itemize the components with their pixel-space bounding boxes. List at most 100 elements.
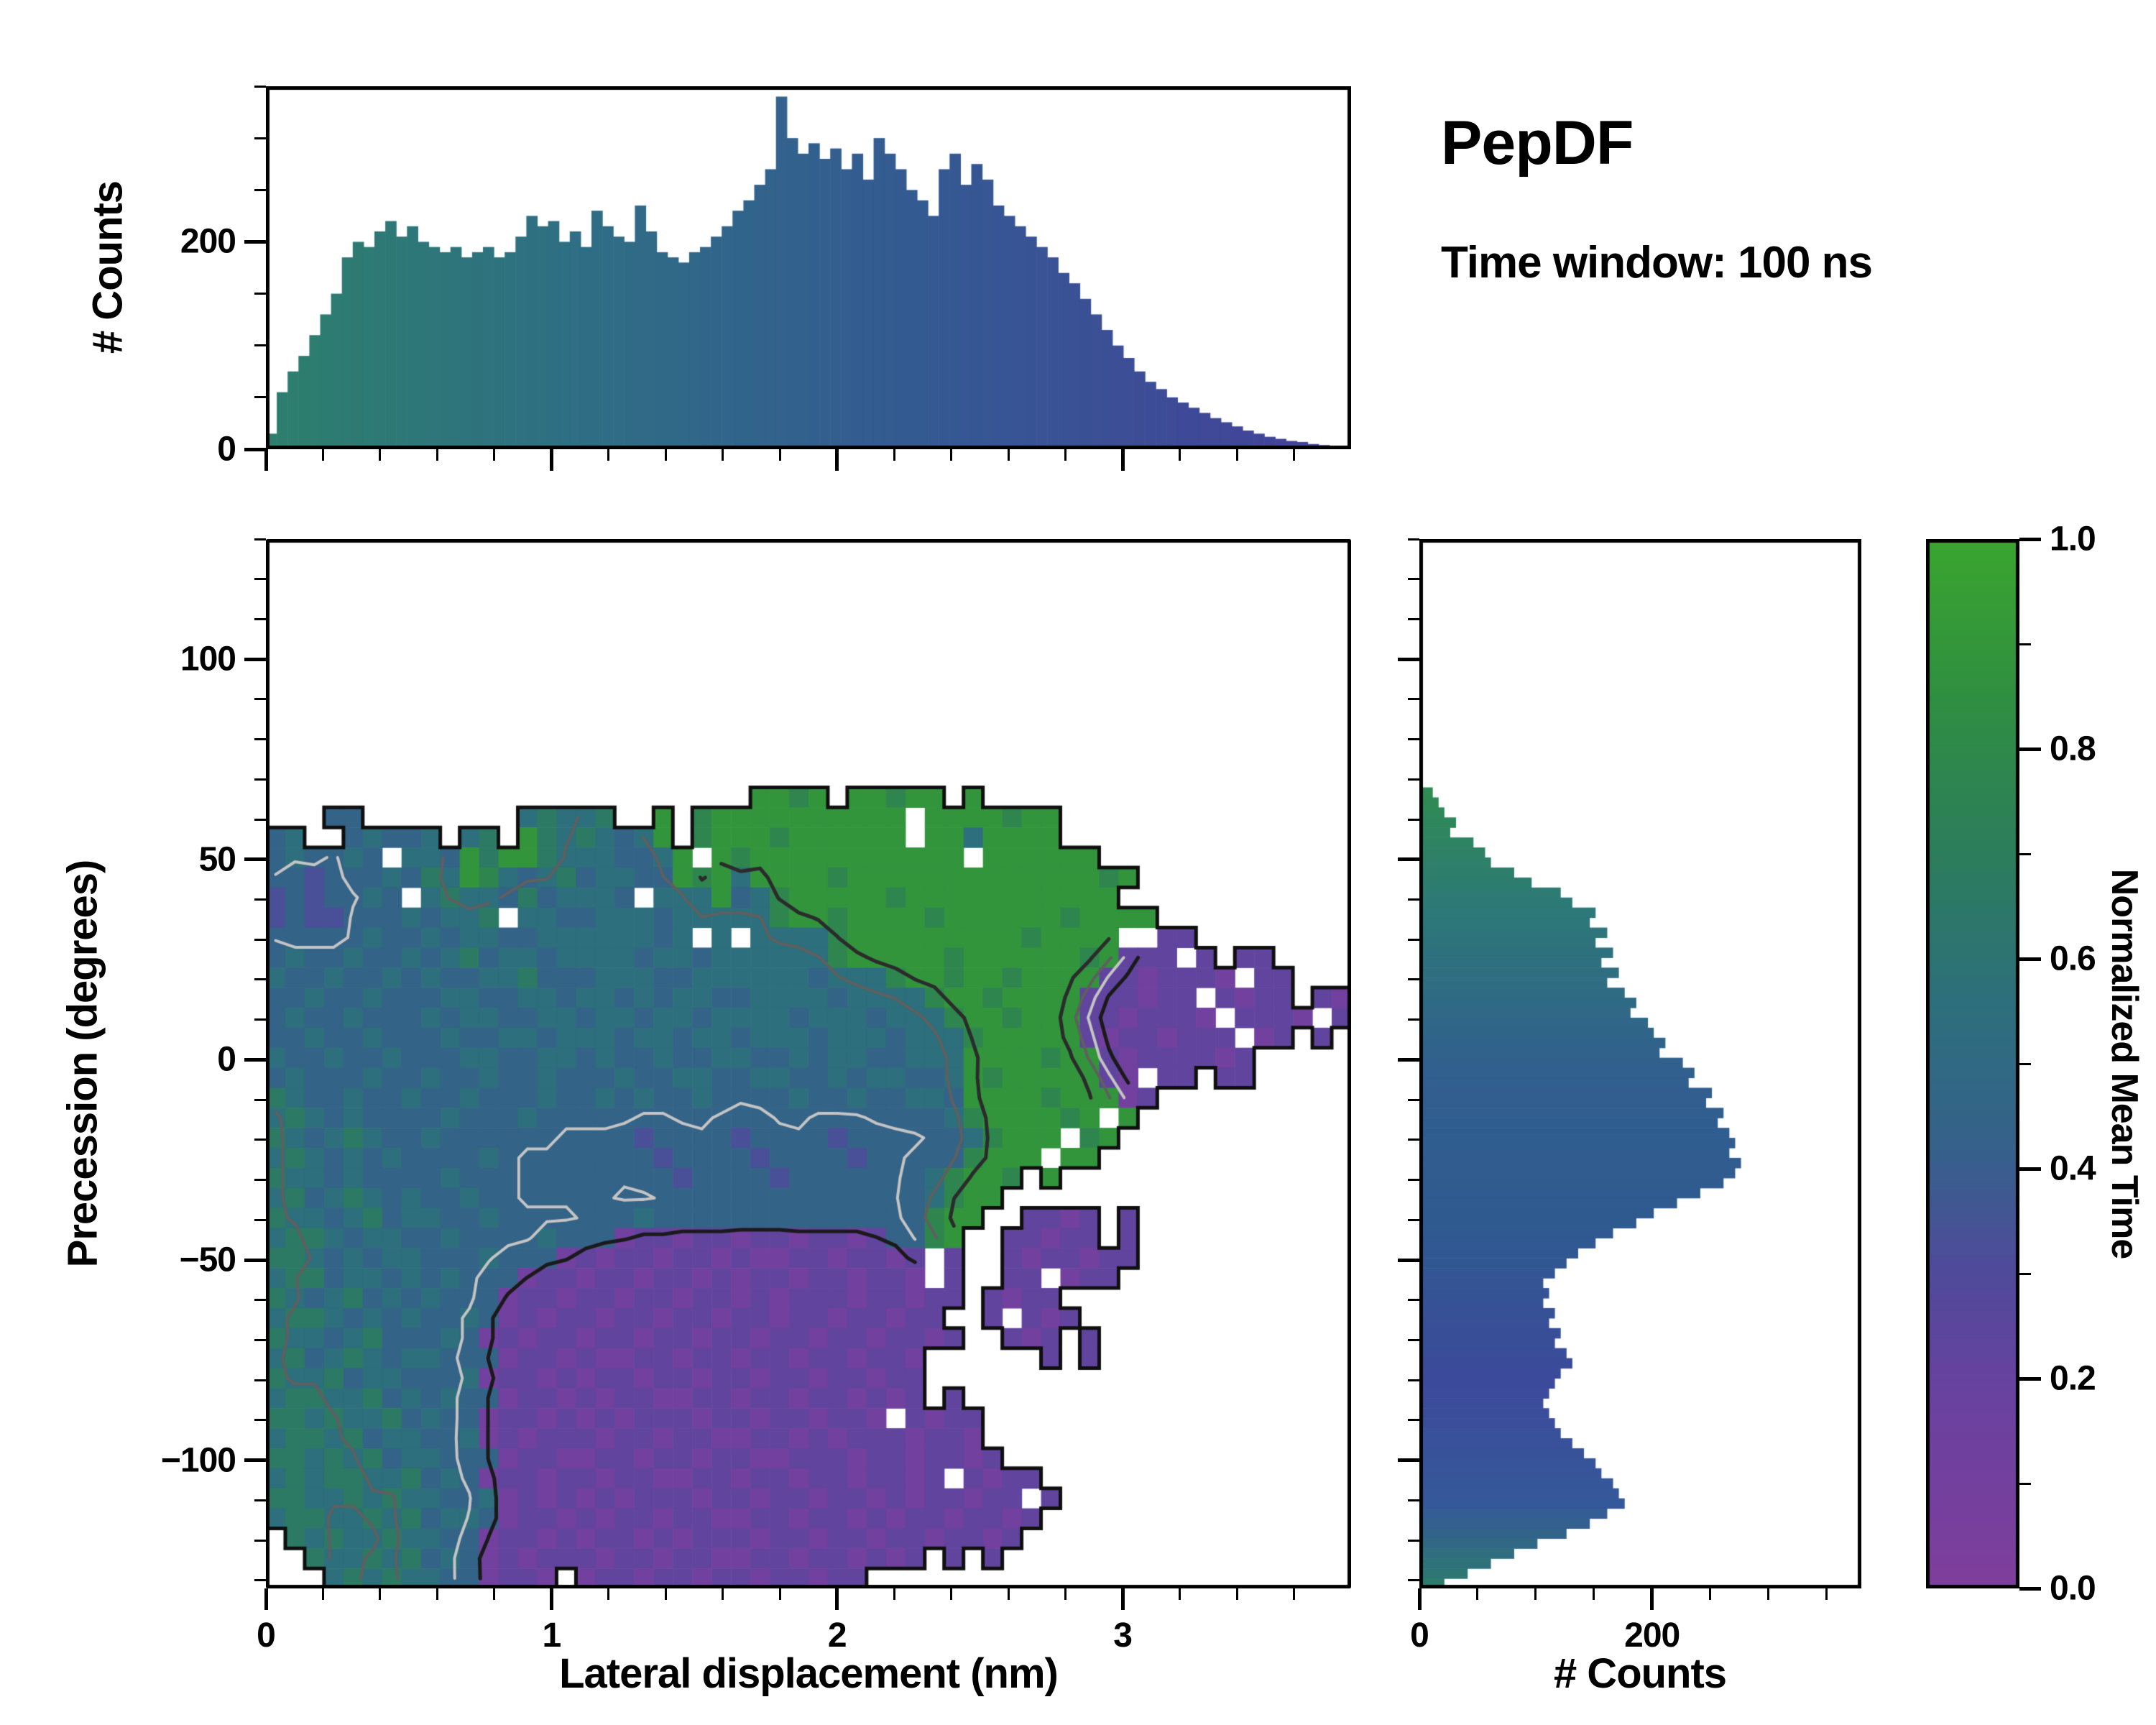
tick-mark bbox=[254, 978, 266, 981]
tick-label: 0.4 bbox=[2050, 1149, 2096, 1188]
tick-mark bbox=[493, 1588, 496, 1600]
tick-mark bbox=[2019, 852, 2031, 855]
colorbar-label: Normalized Mean Time bbox=[2104, 868, 2145, 1259]
tick-mark bbox=[254, 1499, 266, 1501]
tick-mark bbox=[1120, 449, 1125, 471]
tick-mark bbox=[254, 938, 266, 941]
tick-label: 0.6 bbox=[2050, 939, 2096, 978]
tick-mark bbox=[549, 449, 553, 471]
tick-mark bbox=[264, 1588, 268, 1610]
tick-label: 0 bbox=[257, 1616, 276, 1655]
tick-mark bbox=[254, 578, 266, 581]
tick-mark bbox=[264, 449, 268, 471]
tick-mark bbox=[1417, 1588, 1422, 1610]
tick-mark bbox=[254, 1339, 266, 1341]
tick-mark bbox=[254, 1098, 266, 1101]
tick-mark bbox=[1293, 449, 1296, 461]
tick-mark bbox=[664, 1588, 667, 1600]
tick-label: 1.0 bbox=[2050, 520, 2096, 558]
tick-label: 50 bbox=[198, 840, 236, 879]
tick-mark bbox=[1408, 1179, 1419, 1182]
tick-mark bbox=[1293, 1588, 1296, 1600]
tick-mark bbox=[2019, 747, 2041, 751]
tick-label: 1 bbox=[542, 1616, 562, 1655]
tick-mark bbox=[1534, 1588, 1537, 1600]
tick-mark bbox=[436, 449, 438, 461]
tick-mark bbox=[1408, 738, 1419, 741]
tick-mark bbox=[244, 447, 266, 451]
tick-mark bbox=[2019, 1376, 2041, 1381]
tick-mark bbox=[1007, 1588, 1010, 1600]
tick-mark bbox=[1179, 1588, 1181, 1600]
tick-mark bbox=[1408, 1339, 1419, 1341]
tick-mark bbox=[1408, 538, 1419, 540]
tick-mark bbox=[1408, 1018, 1419, 1021]
tick-label: −100 bbox=[160, 1441, 236, 1480]
tick-mark bbox=[1408, 1138, 1419, 1141]
tick-mark bbox=[244, 657, 266, 661]
tick-mark bbox=[1398, 1458, 1419, 1463]
tick-mark bbox=[254, 85, 266, 88]
tick-mark bbox=[2019, 537, 2041, 541]
tick-mark bbox=[664, 449, 667, 461]
tick-label: 0 bbox=[217, 1040, 236, 1079]
tick-mark bbox=[2019, 1482, 2031, 1485]
tick-label: 2 bbox=[827, 1616, 847, 1655]
tick-mark bbox=[2019, 1167, 2041, 1171]
tick-mark bbox=[379, 449, 382, 461]
tick-mark bbox=[1398, 857, 1419, 862]
tick-mark bbox=[1064, 449, 1067, 461]
top-histogram-canvas bbox=[266, 86, 1351, 449]
tick-mark bbox=[1408, 818, 1419, 821]
tick-mark bbox=[254, 1218, 266, 1221]
tick-label: 0 bbox=[1410, 1616, 1429, 1655]
tick-mark bbox=[254, 344, 266, 347]
tick-mark bbox=[1398, 1258, 1419, 1262]
tick-mark bbox=[1408, 898, 1419, 901]
tick-mark bbox=[254, 538, 266, 540]
tick-mark bbox=[835, 1588, 839, 1610]
tick-mark bbox=[1408, 1379, 1419, 1381]
tick-mark bbox=[254, 1299, 266, 1302]
tick-mark bbox=[254, 137, 266, 139]
tick-mark bbox=[1179, 449, 1181, 461]
tick-mark bbox=[1235, 449, 1238, 461]
tick-mark bbox=[778, 449, 781, 461]
tick-mark bbox=[2019, 957, 2041, 961]
tick-mark bbox=[1408, 1299, 1419, 1302]
tick-mark bbox=[1408, 698, 1419, 701]
tick-mark bbox=[2019, 1586, 2041, 1591]
tick-mark bbox=[778, 1588, 781, 1600]
tick-mark bbox=[1408, 1419, 1419, 1422]
tick-mark bbox=[254, 1579, 266, 1582]
tick-mark bbox=[244, 239, 266, 244]
tick-mark bbox=[254, 698, 266, 701]
tick-mark bbox=[1408, 938, 1419, 941]
tick-mark bbox=[254, 617, 266, 620]
figure-subtitle: Time window: 100 ns bbox=[1441, 238, 1873, 288]
main-xlabel: Lateral displacement (nm) bbox=[559, 1650, 1059, 1697]
right-hist-xlabel: # Counts bbox=[1553, 1650, 1727, 1697]
tick-mark bbox=[254, 188, 266, 191]
tick-mark bbox=[1408, 578, 1419, 581]
tick-label: 200 bbox=[1624, 1616, 1680, 1655]
top-hist-ylabel: # Counts bbox=[84, 180, 132, 354]
tick-mark bbox=[2019, 1272, 2031, 1275]
heatmap-canvas bbox=[266, 539, 1351, 1588]
tick-mark bbox=[1408, 1579, 1419, 1582]
tick-mark bbox=[244, 1458, 266, 1463]
right-histogram-canvas bbox=[1419, 539, 1861, 1588]
tick-label: 0 bbox=[217, 430, 236, 469]
tick-mark bbox=[1120, 1588, 1125, 1610]
main-ylabel: Precession (degrees) bbox=[59, 860, 106, 1268]
tick-mark bbox=[1007, 449, 1010, 461]
tick-mark bbox=[1235, 1588, 1238, 1600]
tick-mark bbox=[254, 293, 266, 295]
tick-mark bbox=[950, 449, 953, 461]
tick-mark bbox=[1064, 1588, 1067, 1600]
tick-mark bbox=[607, 1588, 610, 1600]
tick-mark bbox=[254, 738, 266, 741]
tick-mark bbox=[1593, 1588, 1595, 1600]
tick-label: 0.2 bbox=[2050, 1359, 2096, 1398]
